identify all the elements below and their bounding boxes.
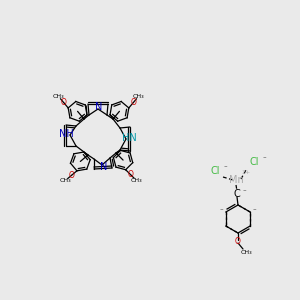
Text: ⁻: ⁻ [252, 208, 256, 214]
Text: O: O [69, 171, 74, 180]
Text: O: O [130, 98, 136, 107]
Text: 3+: 3+ [242, 170, 250, 175]
Text: Cl: Cl [249, 157, 259, 167]
Text: CH₃: CH₃ [133, 94, 144, 99]
Text: Mn: Mn [229, 175, 243, 185]
Text: ⁻: ⁻ [223, 165, 227, 171]
Text: ⁻: ⁻ [242, 189, 246, 195]
Text: O: O [235, 236, 241, 245]
Text: O: O [61, 98, 67, 107]
Text: C: C [234, 189, 240, 199]
Text: NH: NH [58, 129, 74, 139]
Text: CH₃: CH₃ [130, 178, 142, 183]
Text: N: N [100, 162, 108, 172]
Text: N: N [95, 102, 103, 112]
Text: ⁻: ⁻ [220, 208, 224, 214]
Text: O: O [128, 170, 134, 179]
Text: Cl: Cl [210, 166, 220, 176]
Text: CH₃: CH₃ [60, 178, 71, 183]
Text: ⁻: ⁻ [262, 156, 266, 162]
Text: CH₃: CH₃ [240, 250, 252, 254]
Text: HN: HN [122, 133, 136, 143]
Text: CH₃: CH₃ [53, 94, 64, 99]
